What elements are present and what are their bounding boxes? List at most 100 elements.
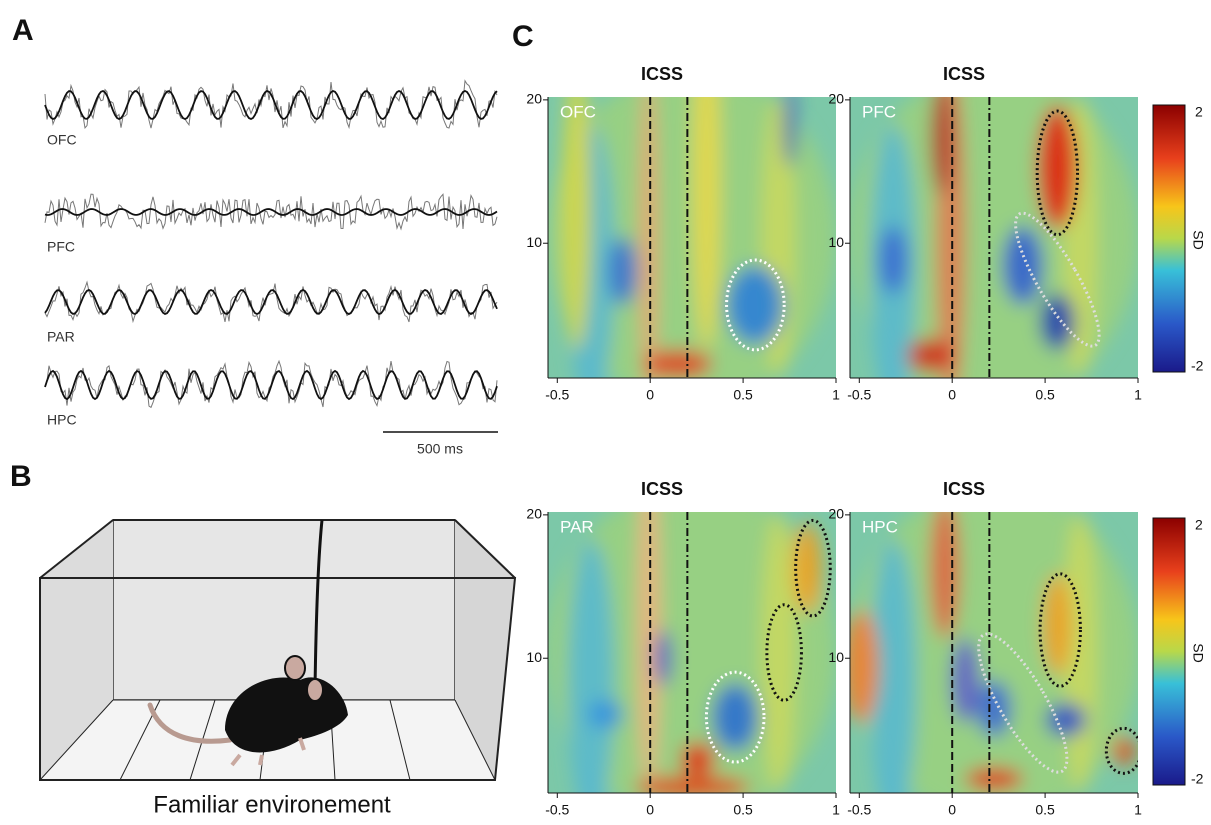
blobs [850, 97, 1138, 378]
blob [1040, 293, 1075, 350]
blob [568, 540, 615, 793]
heatmap: -0.5 0 0.5 1 10 20 ICSS OFC [526, 64, 840, 403]
panel-b [39, 519, 517, 781]
trace-label: HPC [47, 412, 77, 428]
y-tick-label: 10 [828, 234, 844, 250]
blob [562, 97, 592, 350]
blob [870, 540, 917, 793]
blob [1045, 703, 1087, 737]
highlight [725, 258, 786, 352]
colorbar-tick: 2 [1195, 104, 1203, 120]
filtered-trace [44, 369, 498, 401]
heatmap: -0.5 0 0.5 1 10 20 ICSS HPC [828, 479, 1142, 818]
caption: Familiar environement [153, 791, 391, 818]
heatmap-body [850, 97, 1138, 378]
blob [654, 630, 672, 687]
x-tick-label: 1 [1134, 387, 1142, 403]
trace-label: PFC [47, 239, 75, 255]
x-tick-label: -0.5 [545, 387, 569, 403]
blobs [850, 512, 1138, 793]
panel-a: OFC PFC PAR HPC 500 ms [44, 79, 498, 457]
blob [1002, 226, 1043, 305]
y-tick-label: 10 [828, 649, 844, 665]
blob [976, 680, 1012, 737]
heatmap-body [850, 512, 1138, 793]
blob [930, 97, 954, 196]
blob [784, 97, 796, 168]
trace-label: OFC [47, 132, 77, 148]
x-tick-label: 0.5 [733, 387, 753, 403]
colorbar: 2 -2 SD [1152, 517, 1206, 787]
plot-title: ICSS [641, 479, 683, 499]
x-tick-label: 0.5 [1035, 802, 1055, 818]
colorbar-tick: -2 [1191, 358, 1204, 374]
raw-trace [44, 193, 498, 231]
y-tick-label: 10 [526, 234, 542, 250]
x-tick-label: 1 [1134, 802, 1142, 818]
blob [680, 742, 716, 777]
region-label: PAR [560, 517, 594, 536]
y-tick-label: 20 [526, 91, 542, 107]
raw-trace [44, 79, 498, 130]
highlight [1104, 726, 1138, 775]
x-tick-label: 0.5 [1035, 387, 1055, 403]
filtered-trace [44, 208, 498, 216]
blob [1042, 573, 1072, 675]
x-tick-label: 0 [948, 387, 956, 403]
plot-title: ICSS [943, 479, 985, 499]
blob [850, 610, 879, 723]
highlight [1014, 211, 1101, 348]
blob [637, 512, 661, 793]
colorbar-label: SD [1190, 643, 1206, 662]
blobs [548, 97, 836, 378]
blob [588, 700, 623, 729]
colorbar-scale [1152, 517, 1186, 786]
panel-letter: C [512, 20, 534, 53]
blob [608, 237, 638, 305]
colorbar: 2 -2 SD [1152, 104, 1206, 374]
blob [930, 512, 960, 639]
y-tick-label: 20 [526, 506, 542, 522]
blob [643, 349, 713, 378]
plot-title: ICSS [943, 64, 985, 84]
trace-label: PAR [47, 329, 75, 345]
highlight [765, 603, 803, 702]
blob [712, 683, 759, 751]
filtered-trace [44, 89, 498, 121]
heatmap-body [548, 97, 836, 378]
blob [640, 97, 658, 378]
y-tick-label: 20 [828, 91, 844, 107]
scale-label: 500 ms [417, 441, 463, 457]
blob [761, 512, 796, 793]
blob [1037, 105, 1078, 230]
colorbar-tick: 2 [1195, 517, 1203, 533]
blobs [548, 512, 836, 793]
heatmap-body [548, 512, 836, 793]
blob [965, 767, 1023, 791]
x-tick-label: 1 [832, 387, 840, 403]
x-tick-label: 0.5 [733, 802, 753, 818]
x-tick-label: 0 [646, 387, 654, 403]
x-tick-label: 1 [832, 802, 840, 818]
blob [878, 226, 908, 294]
plot-title: ICSS [641, 64, 683, 84]
highlight [1035, 109, 1080, 237]
y-tick-label: 20 [828, 506, 844, 522]
x-tick-label: -0.5 [847, 802, 871, 818]
colorbar-label: SD [1190, 230, 1206, 249]
blob [792, 523, 822, 614]
blob [950, 638, 980, 723]
region-label: OFC [560, 102, 596, 121]
x-tick-label: -0.5 [847, 387, 871, 403]
heatmap: -0.5 0 0.5 1 10 20 ICSS PFC [828, 64, 1142, 403]
blob [692, 97, 721, 350]
x-tick-label: -0.5 [545, 802, 569, 818]
blob [634, 776, 750, 793]
blob [1112, 736, 1136, 765]
x-tick-label: 0 [948, 802, 956, 818]
highlight [794, 518, 832, 618]
panel-letter: A [12, 14, 34, 47]
colorbar-scale [1152, 104, 1186, 373]
